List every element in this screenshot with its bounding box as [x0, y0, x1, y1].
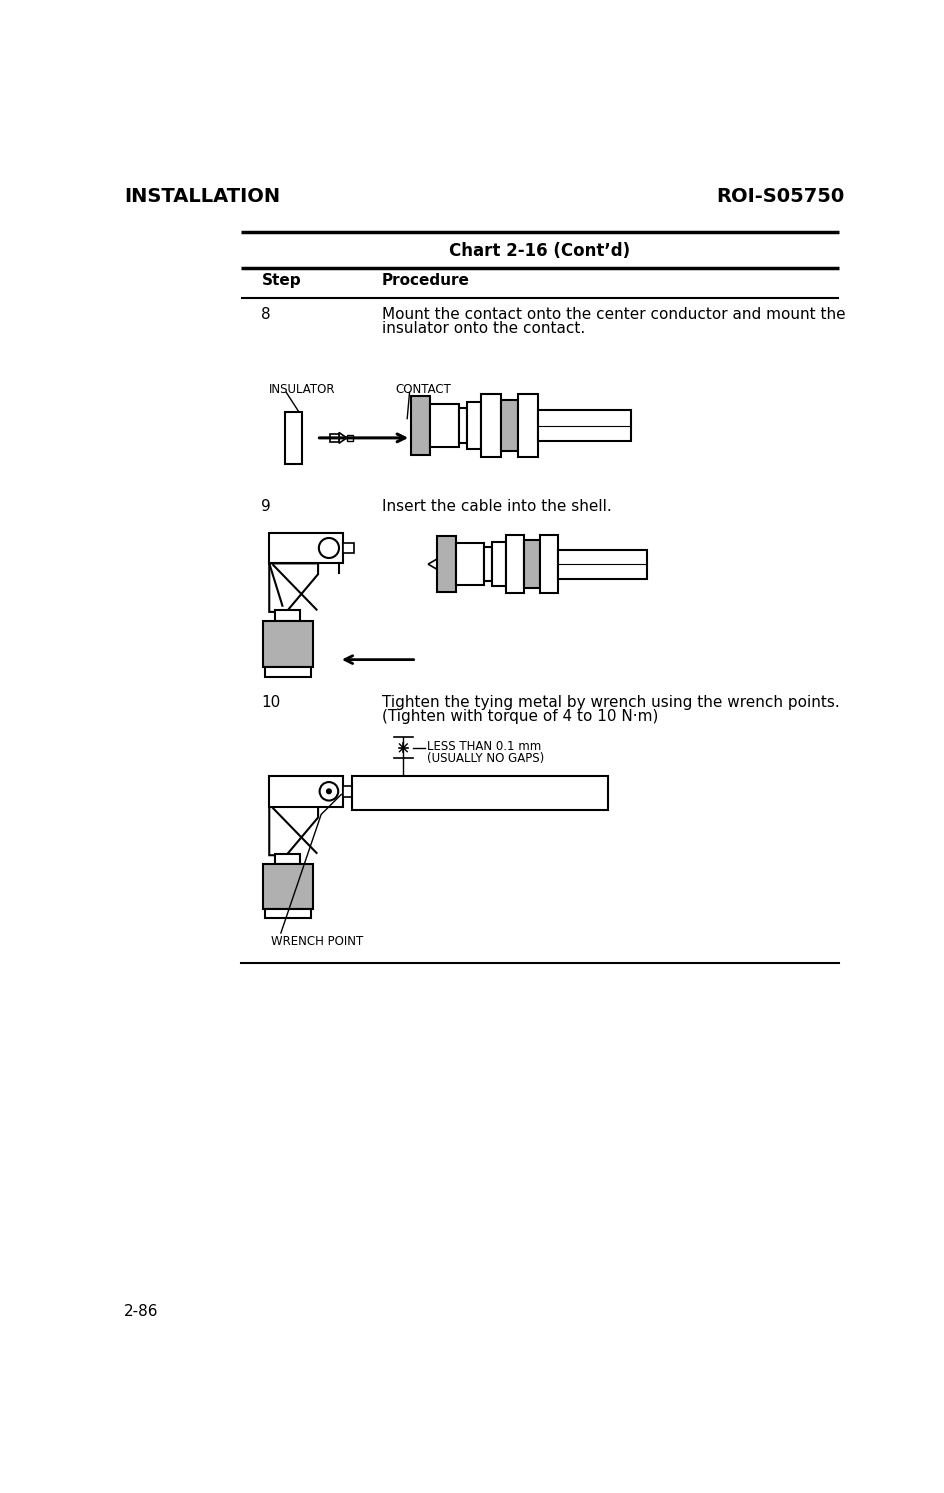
Polygon shape — [269, 563, 318, 612]
Text: Chart 2-16 (Cont’d): Chart 2-16 (Cont’d) — [448, 242, 630, 260]
Circle shape — [318, 537, 339, 558]
Text: insulator onto the contact.: insulator onto the contact. — [381, 321, 584, 336]
Text: Tighten the tying metal by wrench using the wrench points.: Tighten the tying metal by wrench using … — [381, 696, 838, 711]
Polygon shape — [269, 806, 318, 855]
Bar — [265, 909, 311, 918]
Bar — [480, 394, 500, 457]
Circle shape — [319, 782, 338, 800]
Bar — [539, 534, 558, 593]
Text: 9: 9 — [261, 499, 271, 514]
Text: Procedure: Procedure — [381, 273, 469, 288]
Bar — [262, 621, 313, 667]
Text: ROI-S05750: ROI-S05750 — [716, 187, 843, 206]
Bar — [459, 408, 466, 443]
Bar — [262, 864, 313, 909]
Bar — [352, 776, 607, 809]
Text: (Tighten with torque of 4 to 10 N·m): (Tighten with torque of 4 to 10 N·m) — [381, 709, 657, 724]
Bar — [343, 542, 353, 554]
Bar — [456, 543, 483, 585]
Bar — [500, 400, 517, 451]
Bar — [491, 542, 505, 587]
Bar — [505, 534, 524, 593]
Bar — [269, 776, 343, 806]
Polygon shape — [428, 558, 437, 569]
Text: WRENCH POINT: WRENCH POINT — [271, 935, 362, 948]
Text: LESS THAN 0.1 mm: LESS THAN 0.1 mm — [426, 739, 540, 752]
Text: INSTALLATION: INSTALLATION — [125, 187, 280, 206]
Bar — [537, 411, 631, 440]
Bar — [275, 854, 300, 864]
Bar — [275, 611, 300, 621]
Bar — [466, 402, 480, 449]
Bar — [269, 533, 343, 563]
Text: INSULATOR: INSULATOR — [269, 384, 335, 396]
Bar — [437, 536, 456, 591]
Text: Mount the contact onto the center conductor and mount the: Mount the contact onto the center conduc… — [381, 308, 844, 322]
Polygon shape — [339, 433, 346, 443]
Text: CONTACT: CONTACT — [396, 384, 451, 396]
Text: Insert the cable into the shell.: Insert the cable into the shell. — [381, 499, 611, 514]
Bar — [517, 394, 537, 457]
Bar — [430, 405, 459, 446]
Bar — [343, 785, 352, 797]
Text: (USUALLY NO GAPS): (USUALLY NO GAPS) — [426, 752, 543, 764]
Bar — [411, 396, 430, 455]
Bar — [346, 434, 352, 440]
Bar — [558, 549, 647, 579]
Text: 2-86: 2-86 — [125, 1303, 159, 1318]
Bar — [329, 434, 339, 442]
Text: 8: 8 — [261, 308, 271, 322]
Circle shape — [327, 788, 331, 794]
Bar — [524, 540, 539, 588]
Text: 10: 10 — [261, 696, 280, 711]
Bar — [284, 412, 301, 464]
Bar — [265, 667, 311, 676]
Text: Step: Step — [261, 273, 301, 288]
Bar — [483, 548, 491, 581]
